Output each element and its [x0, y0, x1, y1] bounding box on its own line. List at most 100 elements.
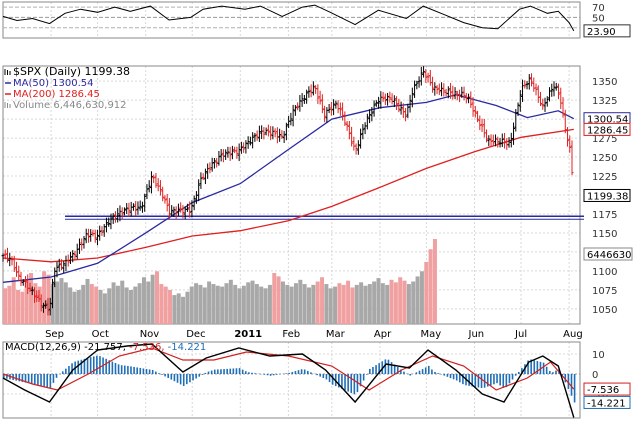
macd-histogram-bar — [298, 370, 300, 374]
volume-bar — [64, 282, 68, 324]
price-panel: 1050107511001125115011751200122512501275… — [2, 65, 633, 324]
volume-bar — [16, 290, 20, 324]
volume-bar — [372, 282, 376, 325]
macd-histogram-bar — [490, 374, 492, 385]
macd-histogram-bar — [431, 370, 433, 374]
volume-bar — [433, 239, 437, 324]
volume-bar — [411, 282, 415, 325]
volume-bar — [429, 249, 433, 324]
volume-bar — [7, 286, 11, 324]
macd-histogram-bar — [15, 374, 17, 381]
volume-bar — [333, 287, 337, 324]
macd-histogram-bar — [422, 369, 424, 374]
volume-bar — [259, 287, 263, 324]
price-tick-label: 1325 — [592, 96, 617, 107]
macd-histogram-bar — [273, 374, 275, 375]
volume-bar — [242, 286, 246, 324]
macd-histogram-bar — [475, 374, 477, 387]
volume-bar — [416, 276, 420, 324]
volume-bar — [203, 287, 207, 324]
macd-histogram-bar — [270, 374, 272, 376]
macd-histogram-bar — [46, 374, 48, 387]
macd-title: MACD(12,26,9) -21.757, -7.536, -14.221 — [5, 342, 206, 353]
macd-histogram-bar — [372, 367, 374, 374]
macd-histogram-bar — [506, 374, 508, 387]
volume-bar — [268, 285, 272, 324]
macd-histogram-bar — [112, 362, 114, 374]
last-price-tag: 1199.38 — [587, 191, 628, 202]
macd-histogram-bar — [310, 372, 312, 374]
volume-bar — [185, 292, 189, 324]
macd-histogram-bar — [43, 374, 45, 386]
macd-histogram-bar — [242, 370, 244, 374]
macd-histogram-bar — [118, 364, 120, 374]
volume-bar — [112, 282, 116, 324]
macd-histogram-bar — [264, 374, 266, 375]
macd-histogram-bar — [133, 367, 135, 374]
volume-bar — [311, 285, 315, 324]
volume-bar — [337, 283, 341, 324]
volume-bar — [142, 277, 146, 324]
macd-tick-label: 10 — [592, 350, 605, 361]
macd-histogram-bar — [316, 374, 318, 375]
volume-bar — [68, 287, 72, 324]
macd-histogram-bar — [130, 366, 132, 374]
volume-bar — [307, 287, 311, 324]
macd-histogram-bar — [186, 374, 188, 384]
macd-histogram-bar — [223, 369, 225, 374]
volume-bar — [72, 292, 76, 324]
macd-histogram-bar — [428, 366, 430, 374]
macd-histogram-bar — [211, 371, 213, 374]
macd-histogram-bar — [226, 369, 228, 374]
volume-bar — [103, 293, 107, 324]
volume-bar — [420, 271, 424, 324]
macd-title-segment: -14.221 — [165, 342, 207, 353]
macd-histogram-bar — [285, 373, 287, 374]
macd-histogram-bar — [301, 369, 303, 374]
price-tick-label: 1225 — [592, 172, 617, 183]
volume-bar — [99, 290, 103, 324]
macd-histogram-bar — [205, 373, 207, 374]
volume-bar — [159, 284, 163, 324]
volume-bar — [120, 281, 124, 324]
volume-bar — [77, 290, 81, 324]
macd-histogram-bar — [363, 374, 365, 381]
volume-bar — [394, 282, 398, 324]
volume-bar — [138, 283, 142, 324]
volume-bar — [125, 287, 129, 324]
volume-bar — [350, 287, 354, 324]
macd-histogram-bar — [350, 374, 352, 393]
macd-histogram-bar — [233, 368, 235, 374]
macd-histogram-bar — [161, 374, 163, 375]
macd-histogram-bar — [167, 374, 169, 378]
macd-histogram-bar — [369, 369, 371, 374]
volume-bar — [316, 282, 320, 325]
volume-bar — [233, 285, 237, 324]
legend-entry: $SPX (Daily) 1199.38 — [13, 65, 130, 78]
volume-bar — [359, 282, 363, 324]
volume-bar — [12, 277, 16, 324]
macd-histogram-bar — [555, 371, 557, 374]
x-tick-label: Aug — [563, 329, 583, 340]
volume-bar — [164, 287, 168, 324]
macd-histogram-bar — [344, 374, 346, 390]
macd-histogram-bar — [177, 374, 179, 383]
macd-histogram-bar — [146, 369, 148, 374]
volume-bar — [381, 283, 385, 324]
macd-histogram-bar — [425, 368, 427, 375]
macd-histogram-bar — [28, 374, 30, 383]
price-tick-label: 1150 — [592, 229, 617, 240]
macd-histogram-bar — [149, 369, 151, 374]
macd-histogram-bar — [124, 366, 126, 374]
macd-histogram-bar — [214, 370, 216, 374]
macd-histogram-bar — [546, 367, 548, 374]
volume-bar — [86, 279, 90, 324]
macd-histogram-bar — [323, 374, 325, 378]
macd-histogram-bar — [502, 374, 504, 388]
macd-histogram-bar — [409, 374, 411, 376]
legend-entry: MA(50) 1300.54 — [13, 78, 94, 89]
legend-entry: MA(200) 1286.45 — [13, 89, 100, 100]
macd-histogram-bar — [155, 372, 157, 374]
volume-bar — [94, 287, 98, 324]
volume-bar — [55, 282, 59, 325]
